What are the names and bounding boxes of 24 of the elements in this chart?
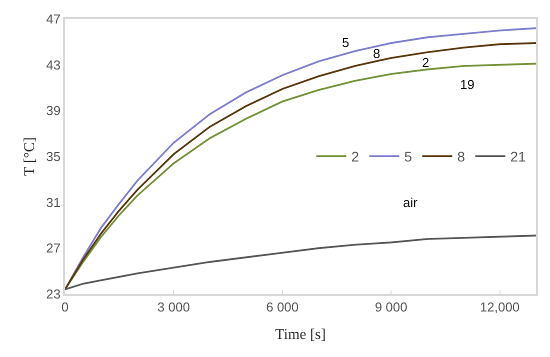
legend-label: 8: [457, 148, 466, 165]
line-series: [65, 234, 536, 290]
x-tick-label: 9 000: [374, 299, 408, 314]
x-tick-label: 0: [61, 299, 69, 314]
annotation: 8: [373, 46, 380, 61]
annotation: 5: [342, 35, 350, 50]
y-tick-label: 23: [46, 286, 61, 302]
y-tick-label: 31: [46, 194, 61, 210]
y-tick-label: 47: [46, 12, 61, 27]
x-tick-label: 6 000: [266, 299, 299, 314]
y-tick-label: 43: [46, 57, 61, 72]
annotation: 19: [460, 77, 474, 92]
y-tick-label: 35: [46, 149, 61, 164]
annotation: 2: [422, 55, 430, 70]
y-tick-label: 39: [46, 103, 61, 118]
x-axis-title: Time [s]: [275, 326, 326, 343]
legend-label: 21: [510, 148, 526, 165]
x-tick-label: 3 000: [157, 299, 190, 314]
y-tick-label: 27: [46, 240, 61, 256]
y-axis-title: T [°C]: [22, 137, 38, 176]
annotation: air: [403, 195, 418, 210]
x-tick-label: 12,000: [480, 299, 520, 314]
legend-label: 5: [404, 148, 412, 165]
legend-label: 2: [351, 148, 360, 165]
